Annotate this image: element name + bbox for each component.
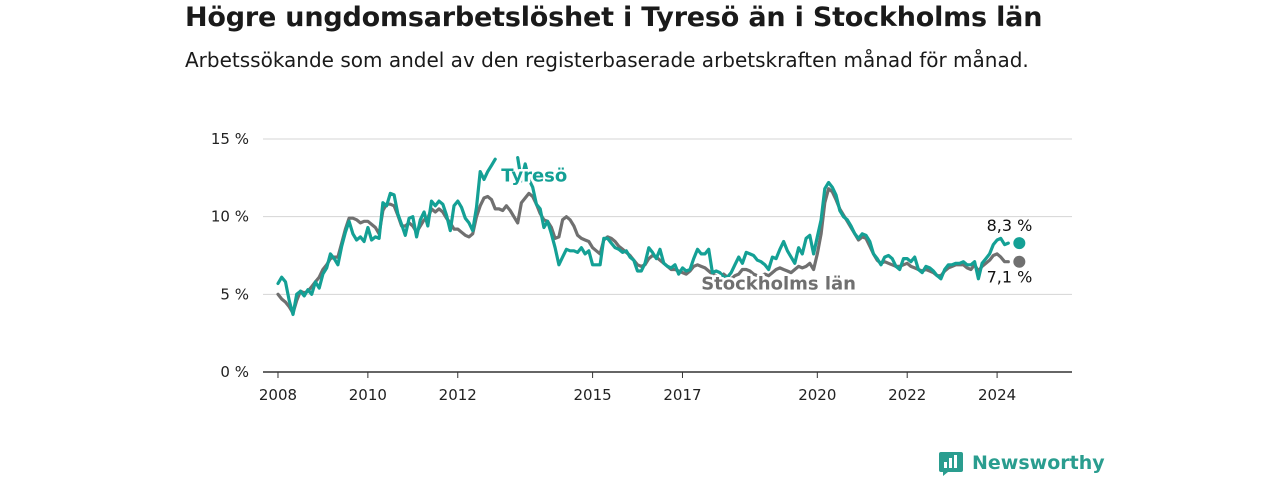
line-chart: 0 %5 %10 %15 % 2008 2010 2012 2015 2017 2020 2… xyxy=(211,130,1072,404)
x-tick-label: 2015 xyxy=(573,386,611,404)
series-labels: Tyresö Stockholms län 8,3 % 7,1 % xyxy=(499,163,1033,297)
chart-subtitle: Arbetssökande som andel av den registerb… xyxy=(185,48,1029,72)
x-tick-label: 2022 xyxy=(888,386,926,404)
brand-logo[interactable]: Newsworthy xyxy=(938,448,1105,478)
x-tick-label: 2008 xyxy=(259,386,297,404)
x-tick-label: 2024 xyxy=(978,386,1016,404)
chart-title: Högre ungdomsarbetslöshet i Tyresö än i … xyxy=(185,2,1043,33)
y-axis-tick-labels: 0 % 5 % 10 % 15 % xyxy=(211,130,249,381)
x-tick-label: 2010 xyxy=(349,386,387,404)
x-axis: 2008 2010 2012 2015 2017 2020 2022 2024 xyxy=(259,371,1072,404)
x-tick-label: 2017 xyxy=(663,386,701,404)
y-tick-label: 15 % xyxy=(211,130,249,148)
series-lines xyxy=(276,156,1026,317)
end-label-tyreso: 8,3 % xyxy=(987,216,1033,235)
y-tick-label: 5 % xyxy=(220,285,249,303)
y-tick-label: 0 % xyxy=(220,363,249,381)
series-label-tyreso: Tyresö xyxy=(501,166,567,187)
series-label-stockholms-lan: Stockholms län xyxy=(701,273,856,294)
end-label-stockholms-lan: 7,1 % xyxy=(987,268,1033,287)
grid-lines xyxy=(263,138,1072,295)
x-tick-label: 2020 xyxy=(798,386,836,404)
y-tick-label: 10 % xyxy=(211,208,249,226)
end-point-stockholms-lan xyxy=(1013,255,1026,268)
end-point-tyreso xyxy=(1013,237,1026,250)
newsworthy-chart-icon xyxy=(939,452,963,476)
series-line-tyreso xyxy=(276,156,1010,317)
x-tick-label: 2012 xyxy=(439,386,477,404)
brand-name: Newsworthy xyxy=(972,452,1105,474)
